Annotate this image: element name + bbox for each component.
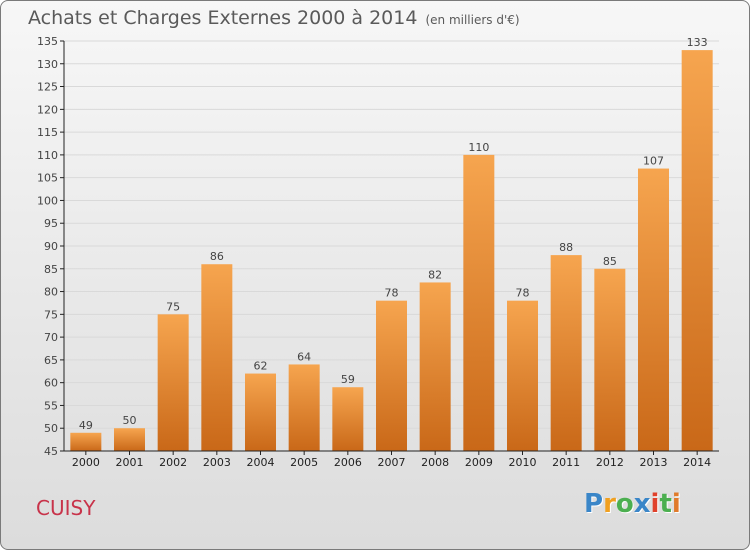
y-tick-label: 130 [37,58,58,71]
y-tick-label: 120 [37,103,58,116]
bar-2003 [201,264,233,451]
y-tick-label: 125 [37,81,58,94]
bar-2012 [594,268,626,451]
bar-value-label: 86 [210,250,224,263]
proxiti-logo: Proxiti [584,489,681,519]
axes: 45 50 55 60 65 70 75 80 85 90 95 100 105 110 115 120 125… [37,35,719,469]
x-tick-label: 2009 [465,456,493,469]
x-tick-label: 2008 [421,456,449,469]
x-tick-label: 2010 [509,456,537,469]
bars: 49 50 75 86 62 64 59 78 82 110 78 88 85 107 133 [70,36,713,452]
y-tick-label: 60 [44,377,58,390]
x-tick-label: 2014 [683,456,711,469]
y-tick-label: 135 [37,35,58,48]
chart-subtitle: (en milliers d'€) [425,13,520,27]
logo-letter: t [659,489,672,519]
bar-value-label: 64 [297,350,311,363]
commune-name: CUISY [36,496,96,520]
bar-value-label: 82 [428,268,442,281]
y-tick-label: 100 [37,194,58,207]
bar-value-label: 62 [254,360,268,373]
logo-letter: i [650,489,660,519]
bar-value-label: 78 [516,287,530,300]
logo-letter: o [615,489,634,519]
logo-letter: r [603,489,616,519]
bar-2010 [507,300,538,451]
x-tick-label: 2007 [378,456,406,469]
logo-letter: x [633,489,651,519]
x-tick-label: 2012 [596,456,624,469]
bar-value-label: 49 [79,419,93,432]
x-tick-label: 2002 [159,456,187,469]
y-tick-label: 110 [37,149,58,162]
bar-value-label: 133 [687,36,708,49]
bar-2004 [245,373,276,451]
bar-value-label: 75 [166,300,180,313]
bar-2000 [70,432,102,451]
chart-title-text: Achats et Charges Externes 2000 à 2014 [28,7,418,29]
bar-value-label: 88 [559,241,573,254]
y-tick-label: 90 [44,240,58,253]
logo-letter: i [671,489,681,519]
bar-value-label: 107 [643,155,664,168]
bar-2014 [681,50,713,451]
y-tick-label: 70 [44,331,58,344]
y-tick-label: 45 [44,445,58,458]
bar-2009 [463,154,495,451]
bar-2011 [550,255,582,451]
y-tick-label: 75 [44,308,58,321]
y-tick-label: 85 [44,263,58,276]
bar-value-label: 50 [123,414,137,427]
bar-2005 [288,364,320,451]
x-tick-label: 2001 [116,456,144,469]
y-tick-label: 50 [44,422,58,435]
x-tick-label: 2006 [334,456,362,469]
bar-2007 [376,300,407,451]
y-tick-label: 80 [44,286,58,299]
y-tick-label: 115 [37,126,58,139]
x-tick-label: 2004 [247,456,275,469]
x-tick-label: 2011 [552,456,580,469]
y-tick-label: 105 [37,172,58,185]
y-tick-label: 95 [44,217,58,230]
bar-2002 [157,314,189,451]
bar-2008 [419,282,451,451]
bar-2006 [332,387,364,451]
bar-value-label: 78 [385,287,399,300]
bar-value-label: 110 [468,141,489,154]
chart-title: Achats et Charges Externes 2000 à 2014 (e… [28,7,520,29]
x-tick-label: 2013 [640,456,668,469]
bar-value-label: 59 [341,373,355,386]
logo-letter: P [584,489,604,519]
y-tick-label: 55 [44,399,58,412]
bar-2013 [638,168,669,452]
x-tick-label: 2005 [290,456,318,469]
x-tick-label: 2000 [72,456,100,469]
y-tick-label: 65 [44,354,58,367]
x-tick-label: 2003 [203,456,231,469]
bar-value-label: 85 [603,255,617,268]
bar-2001 [114,428,145,451]
